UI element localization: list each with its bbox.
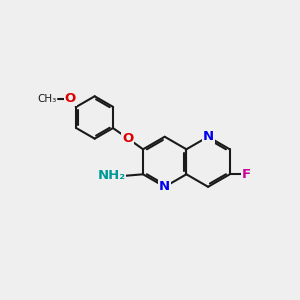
Text: N: N	[202, 130, 214, 143]
Text: N: N	[159, 180, 170, 193]
Text: O: O	[65, 92, 76, 105]
Text: CH₃: CH₃	[37, 94, 57, 103]
Text: NH₂: NH₂	[97, 169, 125, 182]
Text: O: O	[122, 132, 134, 145]
Text: F: F	[242, 168, 251, 181]
